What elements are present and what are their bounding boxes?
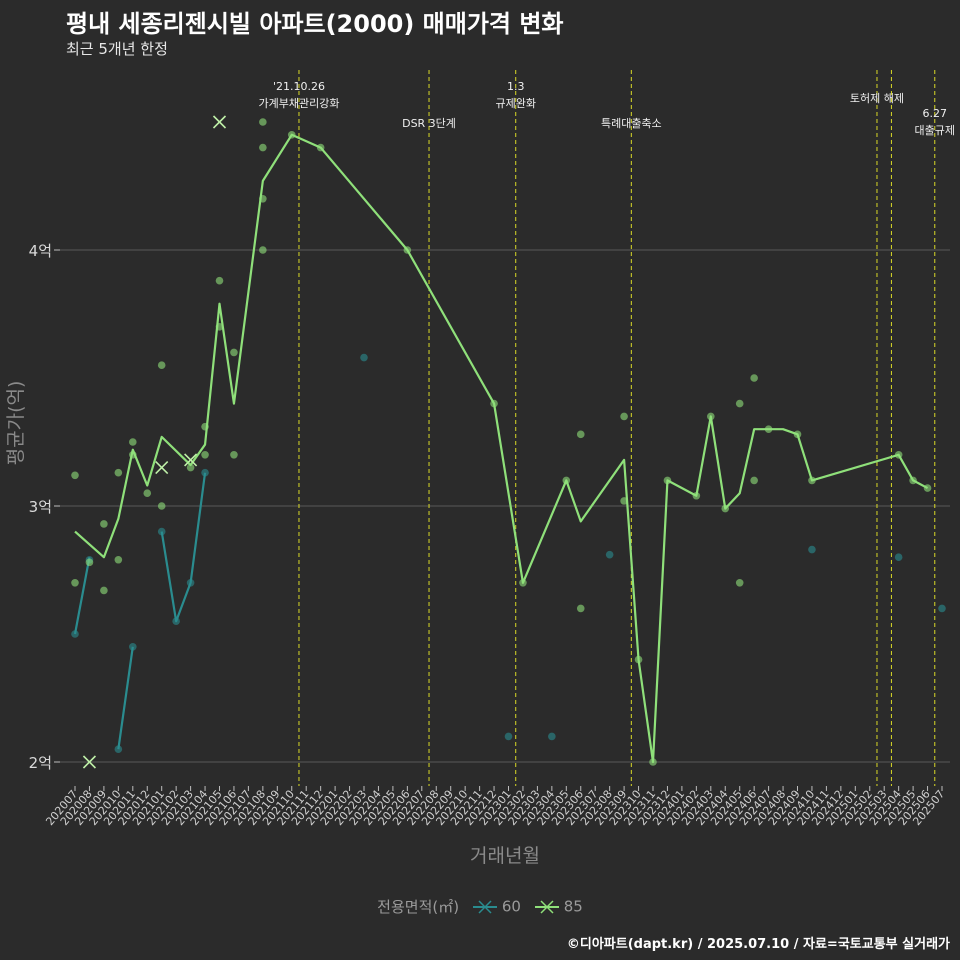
y-tick-label: 3억	[29, 498, 52, 516]
data-point-85	[620, 412, 628, 421]
data-point-85	[114, 468, 123, 477]
data-point-60	[548, 732, 556, 741]
data-point-85	[750, 476, 758, 485]
data-point-85	[186, 463, 195, 472]
data-point-85	[201, 451, 209, 459]
cancelled-marker-60	[82, 755, 97, 769]
data-point-60	[114, 745, 123, 753]
data-point-85	[114, 555, 123, 564]
series-line-85	[74, 133, 929, 764]
event-label: 토허제 해제	[850, 91, 904, 105]
data-point-85	[230, 348, 238, 357]
chart-subtitle: 최근 5개년 한정	[66, 40, 168, 58]
data-point-60	[605, 550, 614, 559]
data-point-85	[100, 586, 108, 595]
legend-item-85: 85	[563, 897, 583, 916]
data-point-85	[735, 579, 744, 587]
data-point-60	[808, 545, 816, 554]
data-point-85	[259, 143, 267, 152]
legend-title: 전용면적(㎡)	[377, 898, 460, 916]
data-point-85	[100, 520, 108, 528]
data-point-60	[504, 732, 513, 741]
data-point-85	[735, 399, 744, 408]
data-point-85	[259, 118, 267, 126]
data-point-85	[71, 579, 79, 587]
event-label: '21.10.26 가계부채관리강화	[258, 80, 339, 110]
legend-swatch-60	[472, 899, 497, 914]
data-point-60	[894, 553, 903, 561]
series-line-60	[73, 556, 91, 635]
cancelled-marker-85	[184, 453, 198, 467]
data-point-60	[360, 353, 368, 362]
data-point-85	[157, 502, 166, 510]
series-line-60	[160, 472, 207, 623]
y-tick-label: 4억	[29, 242, 52, 260]
data-point-85	[129, 438, 137, 446]
data-point-85	[576, 430, 585, 439]
data-point-85	[143, 489, 152, 498]
cancelled-marker-85	[155, 461, 169, 475]
legend-item-60: 60	[501, 897, 521, 916]
chart-title: 평내 세종리젠시빌 아파트(2000) 매매가격 변화	[66, 10, 564, 38]
data-point-85	[215, 276, 224, 285]
x-axis-title: 거래년월	[470, 845, 540, 867]
series-line-60	[117, 646, 134, 750]
data-point-85	[85, 558, 94, 567]
event-label: 특례대출축소	[601, 117, 662, 130]
legend-swatch-85	[534, 899, 559, 914]
data-point-85	[576, 604, 585, 613]
data-point-85	[259, 246, 267, 254]
data-point-85	[923, 484, 932, 492]
event-label: 1.3 규제완화	[495, 80, 535, 110]
data-point-60	[938, 604, 946, 613]
data-point-85	[157, 361, 166, 370]
event-label: DSR 3단계	[402, 117, 456, 130]
event-label: 6.27 대출규제	[915, 107, 955, 137]
source-caption: ©디아파트(dapt.kr) / 2025.07.10 / 자료=국토교통부 실…	[566, 937, 950, 952]
data-point-85	[230, 451, 238, 459]
legend: 전용면적(㎡) 60 85	[0, 896, 960, 917]
y-tick-label: 2억	[29, 754, 52, 772]
data-point-85	[750, 374, 758, 382]
y-axis-title: 평균가(억)	[5, 381, 27, 466]
cancelled-marker-85	[212, 115, 227, 129]
data-point-85	[71, 471, 79, 480]
